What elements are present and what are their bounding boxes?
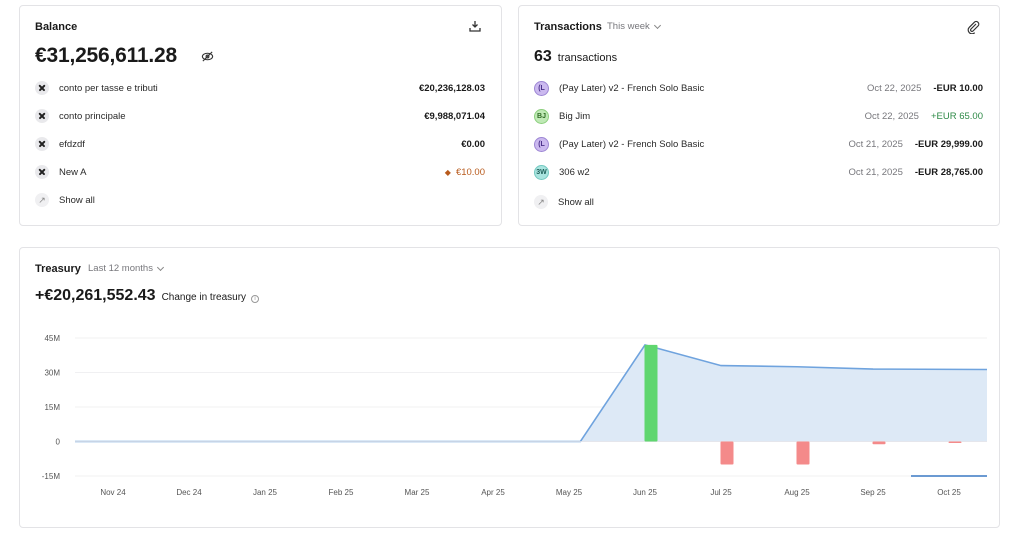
x-tick-label: Sep 25	[860, 488, 886, 497]
y-tick-label: 15M	[44, 403, 60, 412]
x-tick-label: Nov 24	[100, 488, 126, 497]
account-name: New A	[59, 166, 87, 178]
x-logo-icon	[35, 109, 49, 123]
show-all-label: Show all	[558, 196, 594, 208]
account-row[interactable]: efdzdf €0.00	[35, 136, 485, 152]
transaction-name: (Pay Later) v2 - French Solo Basic	[559, 82, 705, 94]
download-icon[interactable]	[468, 19, 484, 35]
x-tick-label: Jun 25	[633, 488, 658, 497]
period-label: Last 12 months	[88, 263, 153, 274]
account-amount: €20,236,128.03	[418, 82, 485, 94]
eye-off-icon[interactable]	[201, 50, 217, 66]
transactions-card: Transactions This week 63 transactions (…	[518, 5, 1000, 226]
account-amount: €0.00	[461, 138, 485, 150]
account-row[interactable]: New A ◆ €10.00	[35, 164, 485, 180]
outflow-bar	[720, 441, 734, 465]
treasury-change: +€20,261,552.43 Change in treasury i	[35, 287, 260, 305]
avatar: BJ	[534, 108, 549, 124]
x-tick-label: Jul 25	[710, 488, 732, 497]
account-name: conto principale	[59, 110, 126, 122]
transactions-count: 63 transactions	[534, 48, 617, 66]
transaction-name: Big Jim	[559, 110, 591, 122]
x-tick-label: Feb 25	[329, 488, 354, 497]
transactions-show-all-link[interactable]: ↗ Show all	[534, 195, 594, 209]
account-name: conto per tasse e tributi	[59, 82, 158, 94]
transaction-amount: +EUR 65.00	[930, 110, 983, 122]
account-amount: €10.00	[455, 166, 485, 178]
chevron-down-icon	[653, 21, 661, 29]
arrow-up-right-icon: ↗	[534, 195, 548, 209]
outflow-bar	[948, 441, 962, 443]
x-tick-label: Jan 25	[253, 488, 278, 497]
count-value: 63	[534, 48, 552, 65]
show-all-label: Show all	[59, 194, 95, 206]
treasury-change-label: Change in treasury	[161, 292, 247, 303]
x-tick-label: Dec 24	[176, 488, 202, 497]
transactions-title: Transactions	[534, 21, 602, 33]
transaction-date: Oct 21, 2025	[848, 166, 903, 178]
transaction-row[interactable]: (L (Pay Later) v2 - French Solo Basic Oc…	[534, 136, 983, 152]
balance-title: Balance	[35, 21, 78, 33]
transactions-period-dropdown[interactable]: This week	[607, 21, 661, 32]
treasury-chart: 45M 30M 15M 0 -15M Nov 24 Dec 24 Jan 25 Feb 25 Ma…	[42, 334, 988, 497]
period-label: This week	[607, 21, 650, 32]
avatar: (L	[534, 136, 549, 152]
treasury-card: Treasury Last 12 months +€20,261,552.43 …	[19, 247, 1000, 528]
account-row[interactable]: conto per tasse e tributi €20,236,128.03	[35, 80, 485, 96]
transaction-amount: -EUR 28,765.00	[914, 166, 983, 178]
balance-show-all-link[interactable]: ↗ Show all	[35, 193, 95, 207]
treasury-title: Treasury	[35, 263, 81, 275]
transaction-row[interactable]: 3W 306 w2 Oct 21, 2025 -EUR 28,765.00	[534, 164, 983, 180]
x-tick-label: Oct 25	[937, 488, 961, 497]
count-label: transactions	[557, 52, 618, 64]
transaction-name: (Pay Later) v2 - French Solo Basic	[559, 138, 705, 150]
treasury-period-dropdown[interactable]: Last 12 months	[88, 263, 165, 274]
x-logo-icon	[35, 81, 49, 95]
x-logo-icon	[35, 165, 49, 179]
transaction-date: Oct 22, 2025	[864, 110, 919, 122]
inflow-bar	[644, 344, 658, 442]
outflow-bar	[796, 441, 810, 465]
treasury-change-value: +€20,261,552.43	[35, 287, 156, 304]
account-row[interactable]: conto principale €9,988,071.04	[35, 108, 485, 124]
transaction-row[interactable]: (L (Pay Later) v2 - French Solo Basic Oc…	[534, 80, 983, 96]
x-logo-icon	[35, 137, 49, 151]
paperclip-icon[interactable]	[966, 20, 982, 36]
arrow-up-right-icon: ↗	[35, 193, 49, 207]
transaction-date: Oct 22, 2025	[866, 82, 922, 94]
y-tick-label: -15M	[42, 472, 61, 481]
x-tick-label: Aug 25	[784, 488, 810, 497]
treasury-area	[75, 344, 987, 442]
balance-total: €31,256,611.28	[35, 44, 178, 67]
x-tick-label: Apr 25	[481, 488, 505, 497]
account-amount: €9,988,071.04	[424, 110, 485, 122]
y-tick-label: 0	[56, 438, 61, 447]
transaction-amount: -EUR 10.00	[933, 82, 983, 94]
balance-card: Balance €31,256,611.28 conto per tasse e…	[19, 5, 502, 226]
warning-diamond-icon: ◆	[444, 167, 451, 177]
y-tick-label: 45M	[44, 334, 60, 343]
transaction-name: 306 w2	[559, 166, 590, 178]
avatar: (L	[534, 80, 549, 96]
transaction-amount: -EUR 29,999.00	[914, 138, 983, 150]
y-tick-label: 30M	[44, 369, 60, 378]
avatar: 3W	[534, 164, 549, 180]
account-name: efdzdf	[59, 138, 85, 150]
x-tick-label: May 25	[556, 488, 583, 497]
outflow-bar	[872, 441, 886, 445]
info-icon[interactable]: i	[251, 295, 260, 303]
transaction-row[interactable]: BJ Big Jim Oct 22, 2025 +EUR 65.00	[534, 108, 983, 124]
x-tick-label: Mar 25	[405, 488, 430, 497]
transaction-date: Oct 21, 2025	[848, 138, 903, 150]
